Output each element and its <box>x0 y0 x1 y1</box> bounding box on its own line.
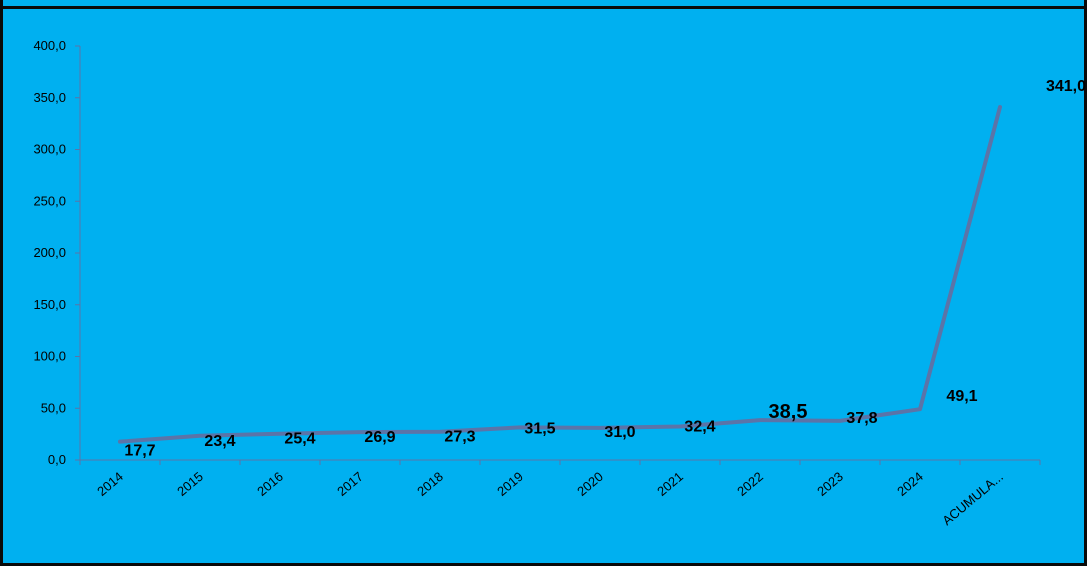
data-label: 38,5 <box>769 401 808 423</box>
x-tick-label: ACUMULA... <box>939 469 1006 528</box>
y-tick-label: 50,0 <box>41 400 66 415</box>
data-label: 17,7 <box>124 443 155 460</box>
data-label: 27,3 <box>444 429 475 446</box>
data-label: 26,9 <box>364 429 395 446</box>
data-label: 23,4 <box>204 433 235 450</box>
y-tick-label: 350,0 <box>33 90 66 105</box>
x-tick-label: 2022 <box>734 469 766 499</box>
x-tick-label: 2023 <box>814 469 846 499</box>
y-tick-label: 200,0 <box>33 245 66 260</box>
data-label: 37,8 <box>846 410 877 427</box>
series-total <box>118 105 1002 444</box>
x-axis: 2014 2015 2016 2017 2018 2019 2020 2021 2022 2023… <box>79 459 1041 528</box>
x-tick-label: 2017 <box>334 469 366 499</box>
x-tick-label: 2016 <box>254 469 286 499</box>
x-tick-label: 2024 <box>894 469 926 499</box>
y-tick-label: 400,0 <box>33 38 66 53</box>
data-label: 31,5 <box>524 420 555 437</box>
y-tick-label: 300,0 <box>33 142 66 157</box>
data-label: 25,4 <box>284 431 315 448</box>
x-tick-label: 2019 <box>494 469 526 499</box>
x-tick-label: 2020 <box>574 469 606 499</box>
y-tick-label: 250,0 <box>33 193 66 208</box>
x-tick-label: 2021 <box>654 469 686 499</box>
data-label: 341,0 <box>1046 78 1086 95</box>
x-tick-label: 2018 <box>414 469 446 499</box>
series-line <box>118 105 1002 444</box>
x-tick-label: 2014 <box>94 469 126 499</box>
y-axis: 0,0 50,0 100,0 150,0 200,0 250,0 300,0 350,0 400… <box>33 38 81 467</box>
y-tick-label: 100,0 <box>33 349 66 364</box>
y-tick-label: 150,0 <box>33 297 66 312</box>
data-label: 31,0 <box>604 424 635 441</box>
data-labels: 17,7 23,4 25,4 26,9 27,3 31,5 31,0 32,4 38,5 37,8… <box>124 78 1086 460</box>
y-tick-label: 0,0 <box>48 452 66 467</box>
data-label: 49,1 <box>946 388 977 405</box>
data-label: 32,4 <box>684 418 715 435</box>
x-tick-label: 2015 <box>174 469 206 499</box>
title-bar-border <box>0 0 1087 9</box>
